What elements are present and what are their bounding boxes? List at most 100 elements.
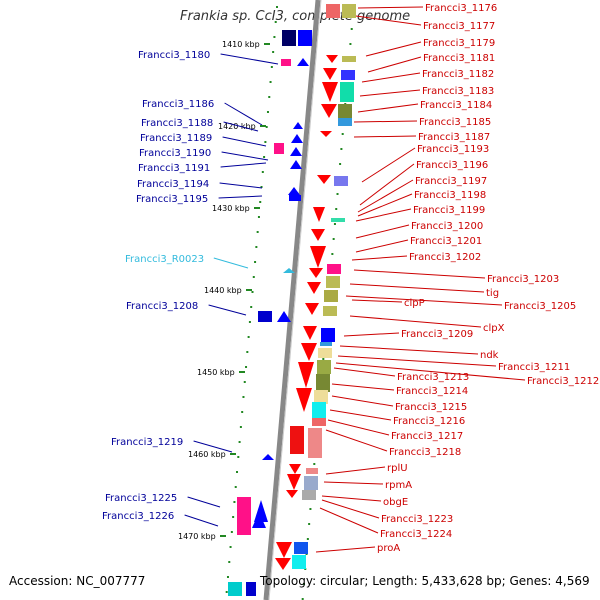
gene-labels: Francci3_1180 Francci3_1186 Francci3_1188 F… xyxy=(102,3,599,554)
tick xyxy=(306,538,309,540)
gene-label[interactable]: proA xyxy=(377,543,400,554)
leader-line xyxy=(357,179,414,213)
gene-block xyxy=(338,104,352,118)
gene-block xyxy=(324,290,338,302)
gene-label[interactable]: Francci3_1224 xyxy=(380,529,452,540)
gene-label[interactable]: Francci3_1191 xyxy=(138,163,210,174)
gene-label[interactable]: Francci3_1211 xyxy=(498,362,570,373)
gene-arrow xyxy=(275,558,291,570)
gene-block xyxy=(331,218,345,222)
gene-arrow xyxy=(305,303,319,315)
gene-label[interactable]: Francci3_1196 xyxy=(416,160,488,171)
gene-label[interactable]: Francci3_1216 xyxy=(393,416,465,427)
gene-arrow xyxy=(290,160,302,169)
leader-line xyxy=(343,332,400,337)
gene-block xyxy=(314,390,328,404)
gene-label[interactable]: Francci3_R0023 xyxy=(125,254,204,265)
tick xyxy=(331,253,334,255)
gene-block xyxy=(342,4,356,18)
gene-label[interactable]: clpX xyxy=(483,323,505,334)
gene-label[interactable]: Francci3_1184 xyxy=(420,100,492,111)
scale-label: 1430 kbp xyxy=(212,204,250,213)
gene-label[interactable]: Francci3_1189 xyxy=(140,133,212,144)
gene-block xyxy=(327,264,341,274)
gene-arrow xyxy=(286,490,298,498)
tick xyxy=(263,156,266,158)
gene-label[interactable]: Francci3_1181 xyxy=(423,53,495,64)
tick xyxy=(308,523,311,525)
gene-label[interactable]: Francci3_1202 xyxy=(409,252,481,263)
gene-block xyxy=(317,360,331,374)
gene-label[interactable]: ndk xyxy=(480,350,499,361)
gene-label[interactable]: Francci3_1223 xyxy=(381,514,453,525)
gene-label[interactable]: Francci3_1219 xyxy=(111,437,183,448)
gene-label[interactable]: Francci3_1201 xyxy=(410,236,482,247)
gene-label[interactable]: Francci3_1193 xyxy=(417,144,489,155)
gene-label[interactable]: Francci3_1179 xyxy=(423,38,495,49)
gene-label[interactable]: Francci3_1214 xyxy=(396,386,468,397)
leader-line xyxy=(321,499,380,519)
leader-line xyxy=(222,136,267,147)
leader-line xyxy=(331,395,394,407)
gene-arrow xyxy=(298,362,314,388)
tick xyxy=(232,516,235,518)
tick xyxy=(264,141,267,143)
gene-label[interactable]: Francci3_1212 xyxy=(527,376,599,387)
scale-label: 1420 kbp xyxy=(218,122,256,131)
leader-line xyxy=(337,355,497,367)
leader-line xyxy=(335,362,526,381)
gene-label[interactable]: Francci3_1187 xyxy=(418,132,490,143)
gene-label[interactable]: Francci3_1213 xyxy=(397,372,469,383)
gene-label[interactable]: Francci3_1209 xyxy=(401,329,473,340)
scale-label: 1440 kbp xyxy=(204,286,242,295)
gene-arrow xyxy=(293,122,303,129)
gene-label[interactable]: Francci3_1203 xyxy=(487,274,559,285)
tick xyxy=(301,598,304,600)
tick xyxy=(255,246,258,248)
gene-block xyxy=(341,70,355,80)
scale-label: 1410 kbp xyxy=(222,40,260,49)
gene-label[interactable]: Francci3_1197 xyxy=(415,176,487,187)
gene-label[interactable]: Francci3_1186 xyxy=(142,99,214,110)
gene-label[interactable]: Francci3_1208 xyxy=(126,301,198,312)
leader-line xyxy=(220,53,279,65)
gene-label[interactable]: tig xyxy=(486,288,499,299)
leader-line xyxy=(319,507,379,534)
gene-block xyxy=(312,402,326,420)
gene-label[interactable]: Francci3_1182 xyxy=(422,69,494,80)
gene-label[interactable]: Francci3_1215 xyxy=(395,402,467,413)
gene-label[interactable]: Francci3_1199 xyxy=(413,205,485,216)
tick xyxy=(241,411,244,413)
gene-label[interactable]: Francci3_1183 xyxy=(422,86,494,97)
tick xyxy=(266,111,269,113)
gene-arrow xyxy=(252,512,266,528)
gene-label[interactable]: Francci3_1198 xyxy=(414,190,486,201)
gene-label[interactable]: clpP xyxy=(404,298,425,309)
gene-label[interactable]: obgE xyxy=(383,497,408,508)
gene-label[interactable]: Francci3_1200 xyxy=(411,221,483,232)
tick xyxy=(248,321,251,323)
gene-label[interactable]: Francci3_1205 xyxy=(504,301,576,312)
leader-line xyxy=(353,120,418,123)
gene-label[interactable]: Francci3_1217 xyxy=(391,431,463,442)
gene-label[interactable]: Francci3_1195 xyxy=(136,194,208,205)
gene-label[interactable]: Francci3_1176 xyxy=(425,3,497,14)
gene-label[interactable]: Francci3_1188 xyxy=(141,118,213,129)
leader-line xyxy=(357,103,419,113)
gene-label[interactable]: Francci3_1190 xyxy=(139,148,211,159)
gene-block xyxy=(308,428,322,458)
gene-label[interactable]: Francci3_1226 xyxy=(102,511,174,522)
tick xyxy=(228,561,231,563)
gene-label[interactable]: rpmA xyxy=(385,480,412,491)
gene-label[interactable]: Francci3_1177 xyxy=(423,21,495,32)
tick xyxy=(313,463,316,465)
gene-label[interactable]: Francci3_1225 xyxy=(105,493,177,504)
gene-label[interactable]: Francci3_1180 xyxy=(138,50,210,61)
gene-label[interactable]: Francci3_1185 xyxy=(419,117,491,128)
leader-line xyxy=(224,102,263,126)
gene-label[interactable]: Francci3_1218 xyxy=(389,447,461,458)
gene-label[interactable]: Francci3_1194 xyxy=(137,179,209,190)
gene-arrow xyxy=(322,82,338,102)
gene-label[interactable]: rplU xyxy=(387,463,408,474)
tick xyxy=(269,81,272,83)
